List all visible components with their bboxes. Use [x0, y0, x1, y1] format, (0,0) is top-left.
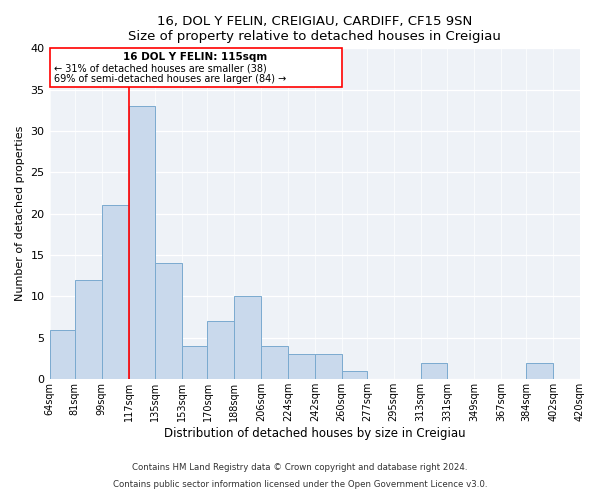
Bar	[235, 296, 261, 379]
Bar	[580, 362, 600, 379]
Bar	[155, 264, 182, 379]
Bar	[101, 206, 128, 379]
Title: 16, DOL Y FELIN, CREIGIAU, CARDIFF, CF15 9SN
Size of property relative to detach: 16, DOL Y FELIN, CREIGIAU, CARDIFF, CF15…	[128, 15, 501, 43]
Bar	[50, 330, 75, 379]
Bar	[421, 362, 448, 379]
Text: Contains HM Land Registry data © Crown copyright and database right 2024.: Contains HM Land Registry data © Crown c…	[132, 464, 468, 472]
Bar	[128, 106, 155, 379]
Bar	[261, 346, 288, 379]
Bar	[182, 346, 208, 379]
Bar	[341, 371, 367, 379]
Text: 69% of semi-detached houses are larger (84) →: 69% of semi-detached houses are larger (…	[54, 74, 286, 84]
Text: ← 31% of detached houses are smaller (38): ← 31% of detached houses are smaller (38…	[54, 63, 267, 73]
Bar	[288, 354, 315, 379]
Text: Contains public sector information licensed under the Open Government Licence v3: Contains public sector information licen…	[113, 480, 487, 489]
Bar	[75, 280, 101, 379]
Y-axis label: Number of detached properties: Number of detached properties	[15, 126, 25, 302]
Bar	[208, 322, 235, 379]
Bar	[315, 354, 341, 379]
Text: 16 DOL Y FELIN: 115sqm: 16 DOL Y FELIN: 115sqm	[124, 52, 268, 62]
Bar	[50, 48, 341, 87]
Bar	[526, 362, 553, 379]
X-axis label: Distribution of detached houses by size in Creigiau: Distribution of detached houses by size …	[164, 427, 466, 440]
